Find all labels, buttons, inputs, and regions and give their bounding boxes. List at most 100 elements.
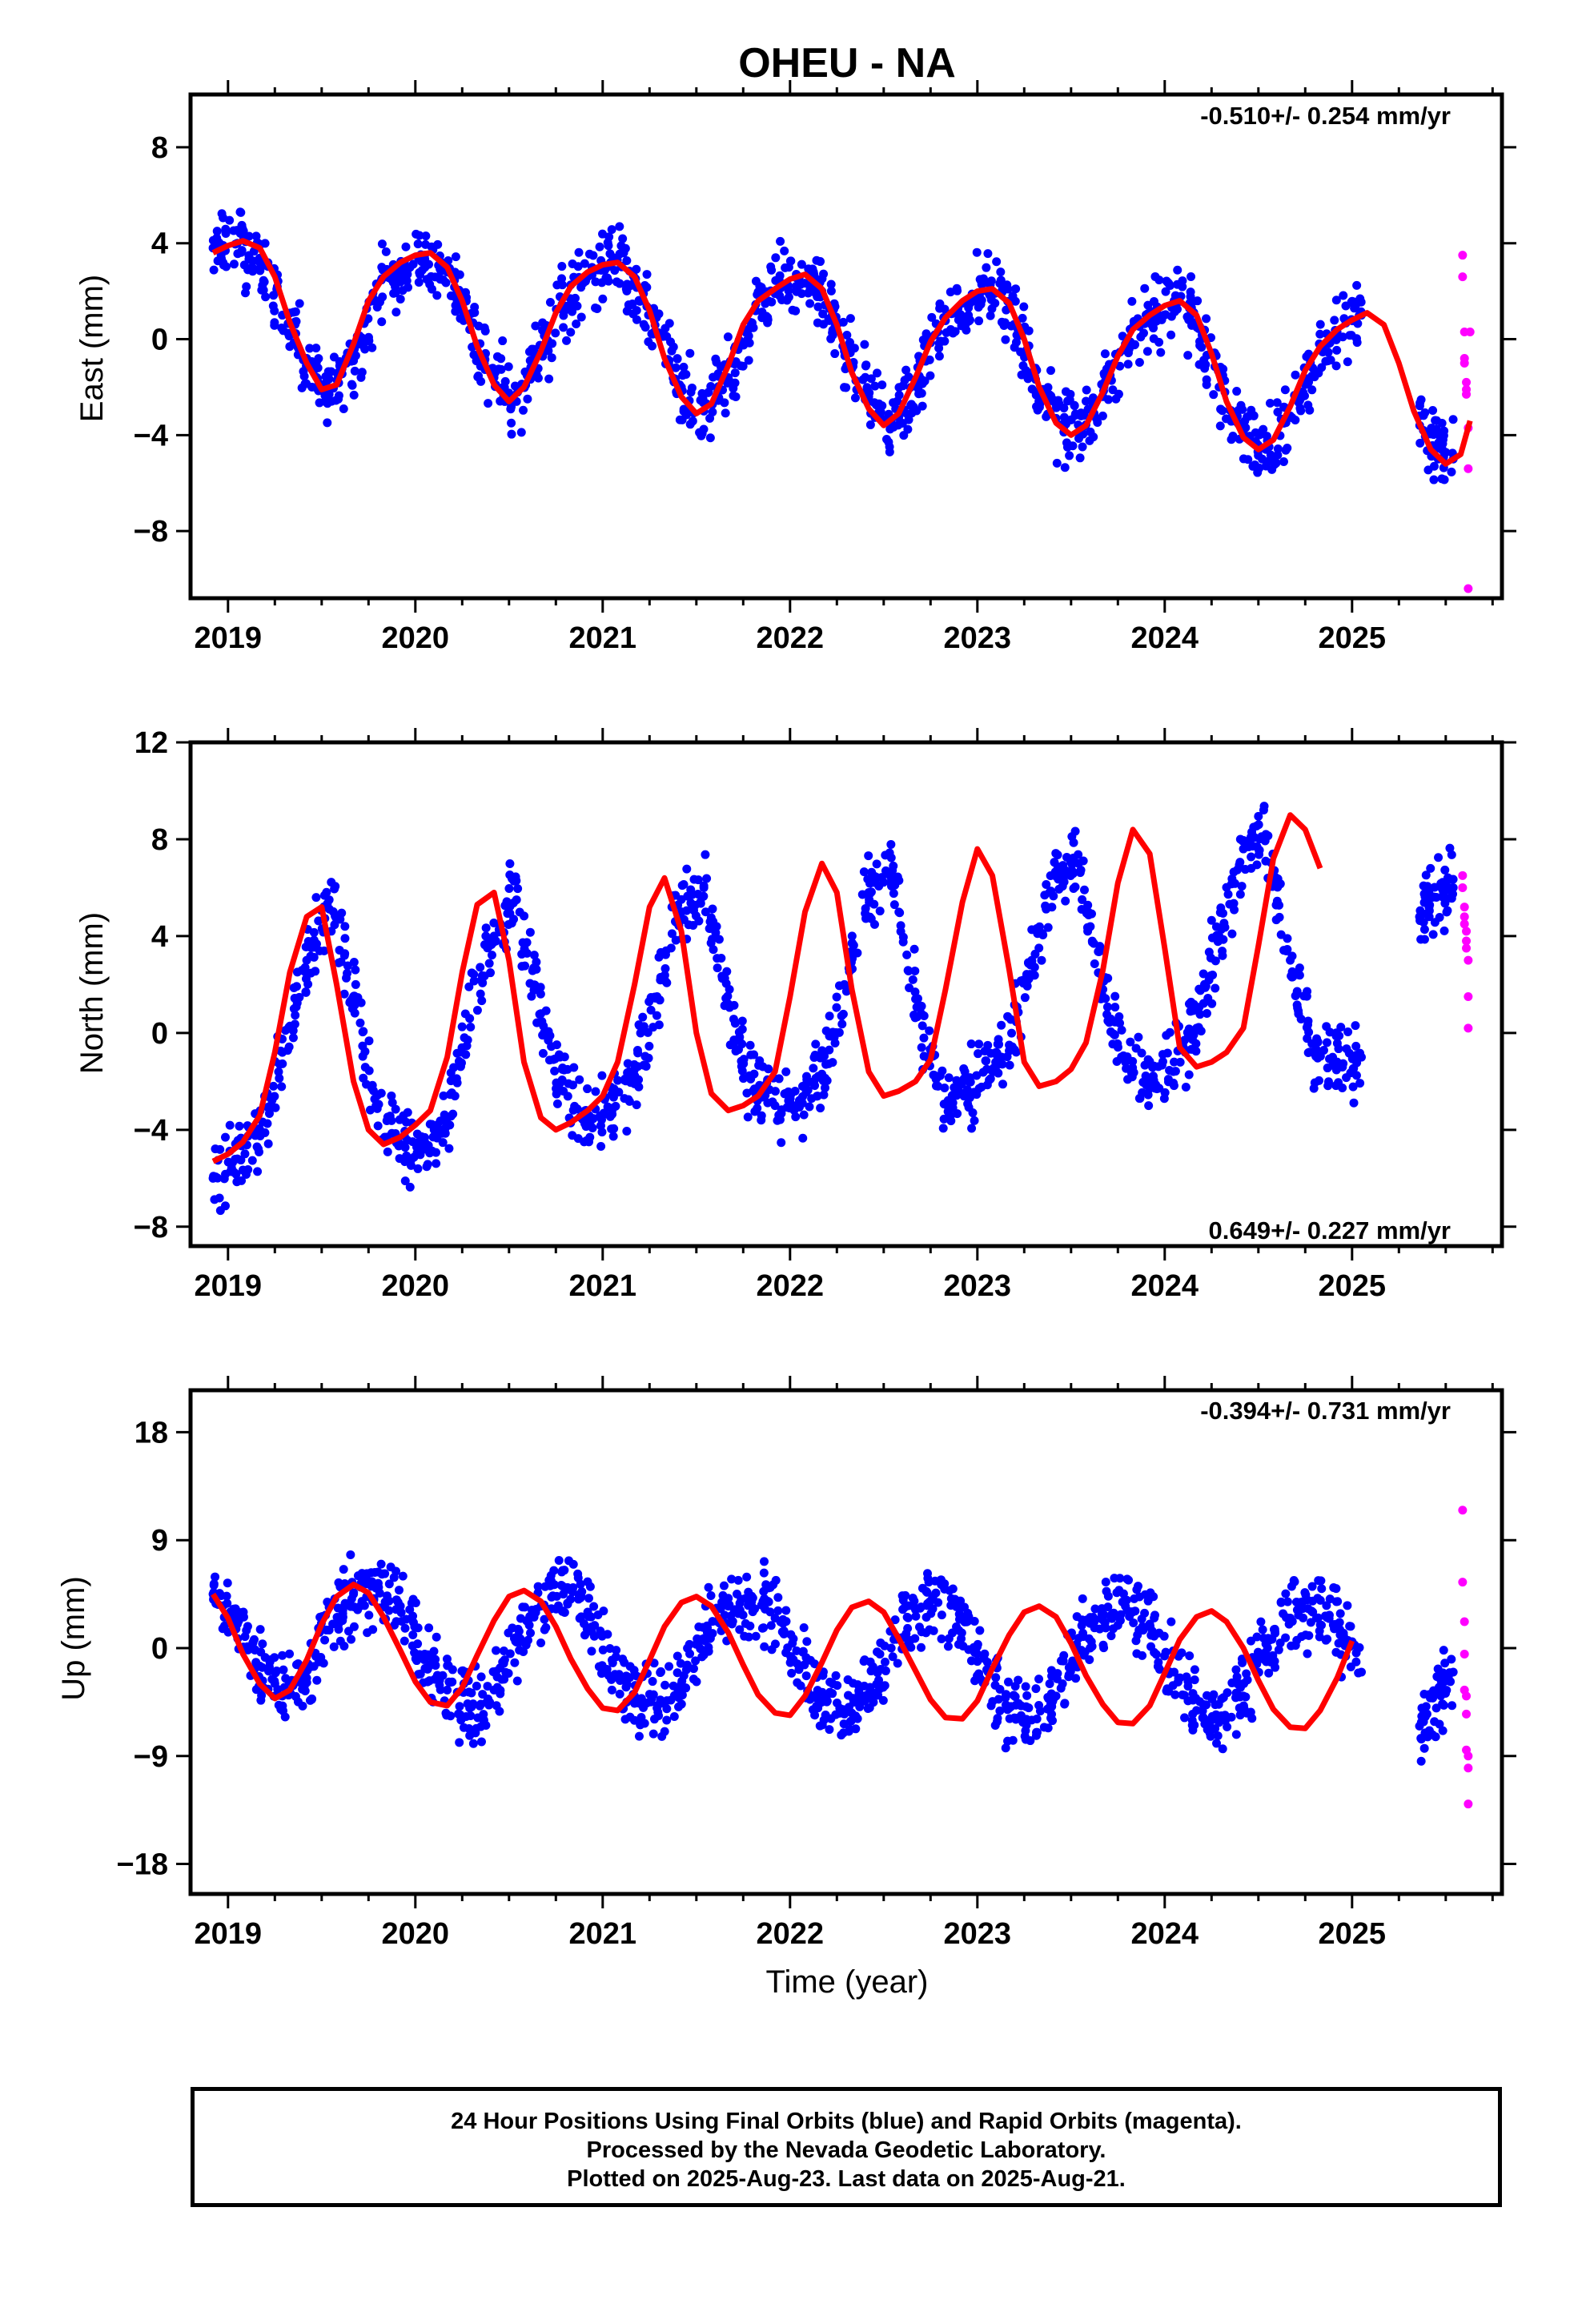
north-final-point	[1303, 1020, 1313, 1030]
up-final-point	[915, 1603, 925, 1613]
up-final-point	[802, 1637, 812, 1647]
north-final-point	[938, 1066, 947, 1076]
north-final-point	[802, 1079, 812, 1088]
east-final-point	[1088, 393, 1098, 403]
north-final-point	[1102, 1010, 1112, 1019]
east-final-point	[441, 278, 451, 287]
north-final-point	[905, 983, 914, 992]
up-final-point	[1071, 1674, 1081, 1683]
up-final-point	[662, 1696, 672, 1706]
east-final-point	[708, 408, 717, 417]
north-final-point	[940, 1083, 950, 1092]
north-final-point	[785, 1097, 795, 1107]
north-final-point	[364, 1036, 374, 1046]
north-final-point	[422, 1162, 432, 1172]
north-final-point	[367, 1080, 377, 1090]
east-final-point	[936, 336, 946, 346]
north-final-point	[821, 1073, 830, 1083]
north-final-point	[655, 995, 665, 1005]
east-final-point	[572, 319, 581, 328]
east-final-point	[917, 375, 926, 384]
up-model-line	[211, 1582, 1355, 1731]
north-final-point	[749, 1084, 759, 1094]
up-final-point	[1209, 1690, 1219, 1699]
north-final-point	[644, 1053, 653, 1063]
north-final-point	[271, 1103, 280, 1112]
up-final-point	[1315, 1620, 1325, 1630]
up-final-point	[725, 1600, 734, 1610]
north-final-point	[1112, 1056, 1122, 1066]
north-final-point	[529, 951, 539, 960]
east-final-point	[243, 265, 253, 275]
east-final-point	[1227, 435, 1236, 444]
north-final-point	[1418, 909, 1427, 919]
north-final-point	[269, 1081, 279, 1091]
north-final-point	[1078, 856, 1088, 866]
up-final-point	[1003, 1677, 1013, 1687]
east-final-point	[730, 368, 740, 378]
east-rapid-point	[1458, 272, 1468, 282]
north-final-point	[865, 912, 875, 922]
up-final-point	[1438, 1699, 1447, 1709]
east-final-point	[987, 304, 997, 313]
east-final-point	[414, 277, 424, 287]
north-final-point	[1117, 1025, 1126, 1035]
east-final-point	[716, 362, 725, 372]
north-final-point	[1351, 1051, 1361, 1060]
east-rate-label: -0.510+/- 0.254 mm/yr	[1200, 102, 1451, 130]
north-final-point	[227, 1158, 237, 1168]
footer-caption-box: 24 Hour Positions Using Final Orbits (bl…	[191, 2087, 1502, 2207]
north-final-point	[460, 1033, 469, 1043]
y-tick-label: 0	[151, 1632, 168, 1666]
up-final-point	[1179, 1691, 1189, 1700]
east-final-point	[398, 269, 408, 279]
north-final-point	[1128, 1063, 1138, 1072]
north-final-point	[289, 983, 299, 992]
north-final-point	[1070, 882, 1080, 891]
north-final-point	[1271, 873, 1280, 883]
up-final-point	[903, 1613, 913, 1622]
up-final-point	[516, 1634, 525, 1643]
up-final-point	[319, 1659, 328, 1668]
up-final-point	[223, 1578, 232, 1588]
east-final-point	[797, 259, 806, 269]
east-final-point	[665, 319, 674, 328]
x-tick-label: 2019	[195, 1917, 263, 1951]
y-tick-label: 4	[151, 227, 168, 261]
north-final-point	[1240, 865, 1250, 875]
east-final-point	[829, 299, 839, 308]
east-final-point	[545, 297, 555, 307]
east-final-point	[592, 304, 602, 313]
up-final-point	[466, 1711, 476, 1721]
y-tick-label: 8	[151, 131, 168, 165]
north-final-point	[972, 1071, 982, 1080]
north-final-point	[709, 945, 718, 955]
north-final-point	[1191, 1047, 1201, 1056]
up-final-point	[733, 1604, 743, 1614]
up-final-point	[1300, 1588, 1310, 1598]
north-final-point	[351, 965, 360, 975]
east-plot-frame	[188, 92, 1504, 601]
up-final-point	[1440, 1677, 1450, 1687]
east-final-point	[870, 381, 880, 391]
east-final-point	[861, 360, 871, 370]
up-final-point	[1154, 1664, 1164, 1674]
east-final-point	[705, 433, 715, 443]
up-rapid-point	[1462, 1709, 1472, 1719]
east-final-point	[901, 365, 911, 375]
up-final-point	[669, 1712, 679, 1722]
up-final-point	[540, 1625, 549, 1634]
east-final-point	[412, 229, 421, 239]
east-final-point	[576, 312, 586, 322]
up-final-point	[691, 1656, 701, 1666]
east-final-point	[570, 293, 580, 303]
north-final-point	[1342, 1073, 1351, 1083]
north-final-point	[1247, 852, 1256, 862]
up-final-point	[402, 1614, 412, 1624]
up-final-point	[873, 1647, 882, 1657]
up-final-point	[1223, 1688, 1232, 1698]
east-final-point	[378, 292, 387, 302]
east-final-point	[424, 259, 434, 269]
up-final-point	[957, 1628, 966, 1638]
up-final-point	[917, 1642, 926, 1652]
